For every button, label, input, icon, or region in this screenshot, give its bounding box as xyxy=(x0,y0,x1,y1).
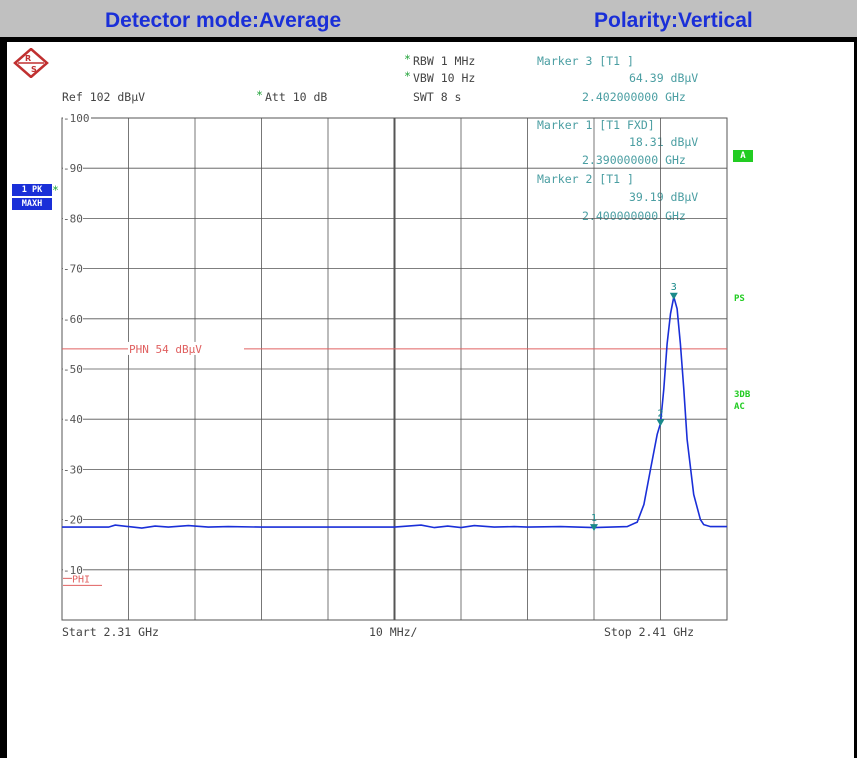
limit-label: PHN 54 dBµV xyxy=(129,343,202,356)
y-tick-bg xyxy=(63,262,83,275)
y-tick-label: -70 xyxy=(63,263,83,276)
svg-text:R: R xyxy=(25,54,31,63)
trace-detector-tag: 1 PK xyxy=(12,184,52,196)
rohde-schwarz-logo-icon: R S xyxy=(13,48,49,78)
marker-3-triangle xyxy=(669,292,678,300)
stop-frequency: Stop 2.41 GHz xyxy=(604,625,695,639)
marker-3-title: Marker 3 [T1 ] xyxy=(537,54,634,68)
marker-2-label: 2 xyxy=(658,408,664,419)
marker-3-label: 3 xyxy=(671,282,677,293)
y-axis-ticks: -100 -90 -80 -70 -60 -50 -40 -30 -20 -10 xyxy=(63,112,91,577)
detector-mode-label: Detector mode:Average xyxy=(105,9,342,32)
y-tick-label: -20 xyxy=(63,514,83,527)
marker-group: 1 2 3 xyxy=(590,282,678,532)
marker-1-title: Marker 1 [T1 FXD] xyxy=(537,118,655,132)
attenuation: Att 10 dB xyxy=(265,90,328,104)
y-tick-bg xyxy=(63,563,83,576)
marker-3-freq: 2.402000000 GHz xyxy=(582,90,686,104)
limit-label-bg xyxy=(128,341,244,355)
y-tick-label: -90 xyxy=(63,162,83,175)
trace-a-badge: A xyxy=(733,150,753,162)
y-tick-label: -50 xyxy=(63,363,83,376)
marker-2-freq: 2.400000000 GHz xyxy=(582,209,686,223)
ps-label: PS xyxy=(734,294,745,304)
y-tick-bg xyxy=(63,363,83,375)
y-tick-bg xyxy=(63,162,83,175)
y-tick-label: -30 xyxy=(63,463,83,476)
y-tick-bg xyxy=(63,212,83,225)
marker-1-level: 18.31 dBµV xyxy=(629,135,699,149)
rbw-star: * xyxy=(404,52,411,66)
vbw-star: * xyxy=(404,69,411,83)
marker-2-triangle xyxy=(656,419,665,427)
marker-3-level: 64.39 dBµV xyxy=(629,71,699,85)
sweep-time: SWT 8 s xyxy=(413,90,462,104)
frequency-per-division: 10 MHz/ xyxy=(369,625,418,639)
marker-1-freq: 2.390000000 GHz xyxy=(582,153,686,167)
vbw: VBW 10 Hz xyxy=(413,71,476,85)
y-tick-bg xyxy=(63,312,83,325)
y-tick-label: -100 xyxy=(63,112,90,125)
y-tick-label: -60 xyxy=(63,313,83,326)
trace-tag-star: * xyxy=(52,183,59,197)
y-tick-bg xyxy=(63,513,83,526)
lower-limit-label: PHI xyxy=(72,574,90,585)
ref-level: Ref 102 dBµV xyxy=(62,90,146,104)
rbw: RBW 1 MHz xyxy=(413,54,476,68)
trace-line xyxy=(62,296,727,529)
marker-1-label: 1 xyxy=(591,513,597,524)
ac-label: AC xyxy=(734,402,745,412)
y-tick-label: -40 xyxy=(63,413,83,426)
limit-line-group: PHN 54 dBµV PHI xyxy=(62,341,727,586)
start-frequency: Start 2.31 GHz xyxy=(62,625,159,639)
header-bar: Detector mode:Average Polarity:Vertical xyxy=(0,0,857,42)
marker-2-title: Marker 2 [T1 ] xyxy=(537,172,634,186)
y-tick-bg xyxy=(63,112,91,124)
y-tick-bg xyxy=(63,413,83,426)
polarity-label: Polarity:Vertical xyxy=(594,9,753,32)
3db-label: 3DB xyxy=(734,390,751,400)
marker-1-triangle xyxy=(590,524,598,532)
marker-2-level: 39.19 dBµV xyxy=(629,190,699,204)
analyzer-frame xyxy=(0,42,857,758)
att-star: * xyxy=(256,88,263,102)
y-tick-label: -80 xyxy=(63,212,83,225)
trace-group xyxy=(62,296,727,529)
y-tick-bg xyxy=(63,463,83,476)
y-tick-label: -10 xyxy=(63,564,83,577)
plot-grid xyxy=(61,117,728,621)
trace-mode-tag: MAXH xyxy=(12,198,52,210)
svg-text:S: S xyxy=(31,65,37,74)
